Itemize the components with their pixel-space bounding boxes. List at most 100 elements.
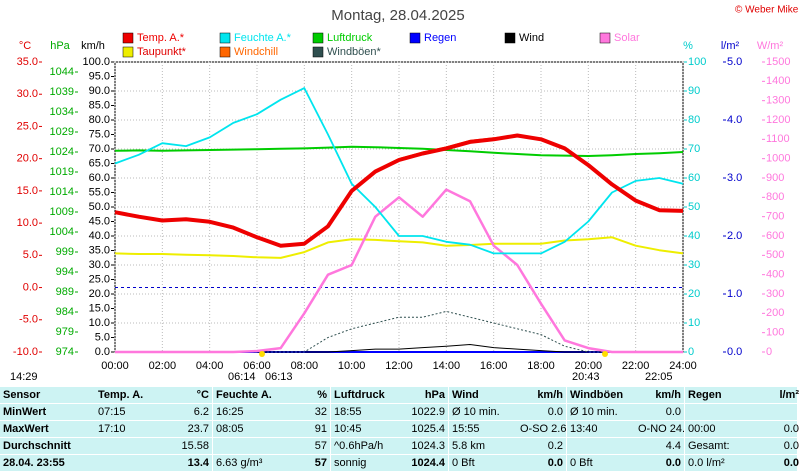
table-cell: Sensor	[0, 387, 95, 404]
table-cell: 0.0	[753, 421, 803, 438]
y-tick-label: 75.0	[89, 128, 110, 140]
series-line	[114, 145, 684, 157]
legend-label: Solar	[614, 32, 640, 44]
table-cell: Durchschnitt	[0, 438, 95, 455]
y-tick-label: 1400	[766, 75, 790, 87]
summary-table: Sensor Temp. A. °C Feuchte A.% Luftdruck hPa W…	[0, 387, 803, 472]
table-cell: 08:05	[213, 421, 281, 438]
axis-unit: W/m²	[757, 40, 784, 52]
table-cell: 1022.9	[399, 404, 449, 421]
table-cell: km/h	[635, 387, 685, 404]
table-cell: Regen	[685, 387, 753, 404]
y-tick-label: 1019	[50, 166, 74, 178]
astro-time: 06:13	[265, 371, 293, 383]
table-cell: hPa	[399, 387, 449, 404]
table-cell: 6.2	[163, 404, 213, 421]
y-tick-label: 60	[688, 172, 700, 184]
legend-label: Regen	[424, 32, 456, 44]
table-cell: Gesamt:	[685, 438, 753, 455]
table-cell: 17:10	[95, 421, 163, 438]
table-cell: km/h	[517, 387, 567, 404]
x-tick-label: 06:00	[243, 360, 271, 372]
y-tick-label: -10.0	[13, 346, 38, 358]
y-tick-label: 500	[766, 249, 784, 261]
chart-title: Montag, 28.04.2025	[331, 7, 464, 24]
y-tick-label: 5.0	[23, 249, 38, 261]
y-tick-label: 80	[688, 114, 700, 126]
y-tick-label: 15.0	[89, 302, 110, 314]
y-tick-label: 1009	[50, 206, 74, 218]
table-cell: 0.0	[753, 438, 803, 455]
axis-unit: km/h	[81, 40, 105, 52]
y-tick-label: 900	[766, 172, 784, 184]
y-tick-label: 300	[766, 288, 784, 300]
y-tick-label: 0.0	[23, 281, 38, 293]
table-cell: 32	[281, 404, 331, 421]
y-tick-label: -5.0	[19, 314, 38, 326]
astro-time: 14:29	[10, 371, 38, 383]
y-tick-label: 10	[688, 317, 700, 329]
table-cell: Ø 10 min.	[567, 404, 635, 421]
table-cell: 10:45	[331, 421, 399, 438]
y-tick-label: 1004	[50, 226, 74, 238]
y-tick-label: 100.0	[82, 56, 110, 68]
table-cell: 0.2	[517, 438, 567, 455]
y-tick-label: 30	[688, 259, 700, 271]
legend-swatch	[312, 46, 324, 58]
legend-swatch	[122, 32, 134, 44]
legend-label: Taupunkt*	[137, 46, 187, 58]
y-tick-label: 10.0	[89, 317, 110, 329]
table-cell: MaxWert	[0, 421, 95, 438]
y-tick-label: 95.0	[89, 70, 110, 82]
legend-swatch	[599, 32, 611, 44]
y-tick-label: 90.0	[89, 85, 110, 97]
axis-unit: °C	[19, 40, 31, 52]
table-cell	[567, 438, 635, 455]
x-tick-label: 10:00	[338, 360, 366, 372]
table-cell: O-SO 2.6	[517, 421, 567, 438]
table-cell: 18:55	[331, 404, 399, 421]
y-tick-label: 70	[688, 143, 700, 155]
table-cell: 0.0	[753, 455, 803, 472]
y-tick-label: 5.0	[727, 56, 742, 68]
table-cell: O-NO 24.8	[635, 421, 685, 438]
x-tick-label: 24:00	[669, 360, 697, 372]
y-tick-label: 65.0	[89, 157, 110, 169]
table-cell: 0 Bft	[449, 455, 517, 472]
y-tick-label: 4.0	[727, 114, 742, 126]
y-tick-label: 70.0	[89, 143, 110, 155]
y-tick-label: 50	[688, 201, 700, 213]
legend-label: Luftdruck	[327, 32, 373, 44]
table-cell: Ø 10 min.	[449, 404, 517, 421]
x-tick-label: 16:00	[480, 360, 508, 372]
table-cell: 0.0	[635, 404, 685, 421]
y-tick-label: 1.0	[727, 288, 742, 300]
x-tick-label: 20:00	[575, 360, 603, 372]
table-cell: Temp. A.	[95, 387, 163, 404]
sun-marker	[602, 351, 608, 357]
table-cell	[95, 438, 163, 455]
legend-label: Wind	[519, 32, 544, 44]
legend-swatch	[504, 32, 516, 44]
y-tick-label: 100	[688, 56, 706, 68]
copyright: © Weber Mike	[735, 5, 799, 16]
table-cell: 0.0 l/m²	[685, 455, 753, 472]
y-tick-label: 30.0	[17, 88, 38, 100]
y-tick-label: 25.0	[89, 273, 110, 285]
table-cell: 23.7	[163, 421, 213, 438]
y-tick-label: 20.0	[17, 153, 38, 165]
y-tick-label: 90	[688, 85, 700, 97]
y-tick-label: 1024	[50, 146, 74, 158]
table-cell: °C	[163, 387, 213, 404]
chart: Montag, 28.04.2025 © Weber Mike °C 35.0 30…	[10, 5, 799, 383]
y-tick-label: 80.0	[89, 114, 110, 126]
series-line	[114, 133, 684, 248]
y-tick-label: 1029	[50, 126, 74, 138]
table-cell: 57	[281, 438, 331, 455]
y-tick-label: 1200	[766, 114, 790, 126]
y-tick-label: 5.0	[95, 331, 110, 343]
y-tick-label: 1000	[766, 153, 790, 165]
table-cell: l/m²	[753, 387, 803, 404]
y-tick-label: 1100	[766, 133, 790, 145]
table-cell: 5.8 km	[449, 438, 517, 455]
